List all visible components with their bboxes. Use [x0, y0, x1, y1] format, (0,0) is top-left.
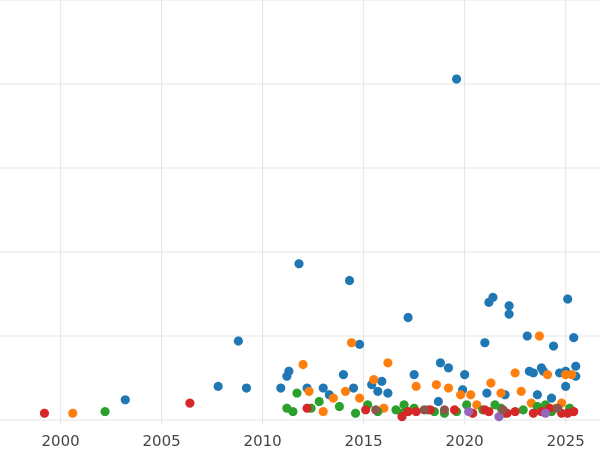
data-point-s2-0 [100, 406, 110, 417]
data-point-s3-19 [480, 405, 490, 415]
data-point-s3-1 [185, 398, 195, 408]
data-point-s1-21 [542, 370, 553, 380]
data-point-s0-30 [504, 309, 514, 319]
data-point-s1-15 [486, 378, 496, 388]
data-point-s0-25 [460, 370, 470, 380]
x-tick-label-3: 2015 [345, 432, 383, 450]
grid-layer [0, 0, 600, 425]
data-point-s0-31 [504, 301, 514, 311]
data-point-s2-7 [350, 408, 361, 418]
data-point-s0-32 [522, 331, 532, 341]
data-point-s0-0 [120, 395, 130, 405]
data-point-s0-9 [318, 383, 328, 393]
x-tick-label-1: 2005 [143, 432, 181, 450]
data-point-s0-41 [563, 294, 573, 304]
data-point-s4-2 [540, 408, 551, 418]
data-point-s1-26 [472, 400, 482, 410]
data-point-s3-4 [397, 412, 407, 422]
data-point-s0-38 [548, 341, 559, 351]
data-point-s1-18 [516, 386, 526, 397]
data-point-s3-0 [39, 408, 50, 418]
data-point-s0-3 [241, 383, 252, 393]
data-point-s1-8 [369, 375, 379, 385]
data-point-s0-1 [213, 381, 223, 391]
data-point-s1-20 [534, 331, 544, 341]
data-point-s0-2 [233, 336, 243, 346]
data-point-s0-23 [451, 74, 462, 84]
data-point-s1-6 [346, 338, 357, 348]
data-point-s3-12 [528, 408, 538, 418]
data-point-s5-1 [419, 405, 429, 415]
data-point-s0-29 [488, 292, 498, 302]
data-point-s0-45 [561, 381, 571, 391]
data-point-s0-12 [344, 275, 355, 286]
data-point-s0-26 [480, 338, 490, 348]
data-point-s0-46 [532, 390, 542, 400]
data-point-s0-27 [482, 388, 492, 398]
data-point-s0-14 [354, 339, 365, 349]
data-point-s2-3 [292, 388, 302, 398]
data-point-s3-3 [361, 405, 371, 415]
data-point-s4-0 [464, 406, 474, 417]
data-point-s1-7 [354, 393, 365, 403]
data-point-s1-10 [411, 381, 421, 391]
data-point-s1-11 [431, 380, 441, 390]
data-point-s0-4 [276, 383, 286, 393]
data-point-s0-22 [443, 363, 454, 373]
data-point-s0-20 [409, 370, 419, 380]
data-point-s0-34 [528, 368, 538, 378]
x-tick-labels: 2000 2005 2010 2015 2020 2025 [42, 432, 585, 450]
data-point-s2-6 [334, 401, 344, 412]
data-point-s0-48 [433, 396, 443, 407]
data-point-s0-7 [294, 259, 304, 269]
x-tick-label-5: 2025 [547, 432, 585, 450]
data-point-s1-17 [510, 368, 520, 378]
data-point-s3-7 [449, 405, 460, 415]
data-point-s1-9 [383, 358, 393, 368]
data-point-s1-3 [318, 406, 328, 417]
data-point-s3-11 [510, 406, 520, 417]
data-point-s0-18 [383, 388, 393, 398]
data-point-s3-18 [403, 406, 413, 417]
data-point-s2-5 [314, 396, 324, 407]
data-point-s5-4 [498, 405, 508, 415]
data-point-s1-16 [496, 388, 506, 398]
data-point-s2-2 [288, 406, 298, 417]
data-point-s0-16 [373, 386, 383, 397]
data-point-s1-4 [328, 393, 338, 403]
data-point-s1-12 [443, 383, 454, 393]
data-point-s1-0 [68, 408, 78, 418]
data-point-s1-2 [304, 386, 314, 397]
data-point-s1-24 [567, 370, 577, 380]
data-point-s5-0 [371, 405, 381, 415]
data-point-s3-5 [411, 406, 421, 417]
data-point-s2-20 [518, 405, 528, 415]
data-point-s0-37 [546, 393, 557, 403]
data-point-s1-5 [340, 386, 351, 397]
data-point-s4-1 [494, 412, 504, 422]
data-point-s0-21 [435, 358, 446, 368]
data-point-s0-13 [348, 383, 359, 393]
data-point-s3-2 [302, 403, 312, 413]
data-point-s5-3 [552, 403, 563, 413]
data-point-s0-19 [403, 312, 413, 323]
data-point-s1-1 [298, 359, 308, 370]
data-point-s2-11 [399, 400, 409, 410]
x-tick-label-2: 2010 [244, 432, 282, 450]
data-point-s0-42 [569, 333, 579, 343]
x-tick-label-0: 2000 [42, 432, 80, 450]
data-point-s5-2 [439, 405, 450, 415]
data-point-s0-17 [377, 376, 387, 386]
data-point-s0-43 [571, 361, 581, 371]
data-point-s0-11 [338, 370, 349, 380]
x-tick-label-4: 2020 [446, 432, 484, 450]
data-point-s1-13 [456, 390, 466, 400]
data-point-s3-17 [569, 406, 579, 417]
data-points [39, 74, 581, 422]
data-point-s1-14 [466, 390, 476, 400]
data-point-s0-6 [284, 366, 294, 376]
